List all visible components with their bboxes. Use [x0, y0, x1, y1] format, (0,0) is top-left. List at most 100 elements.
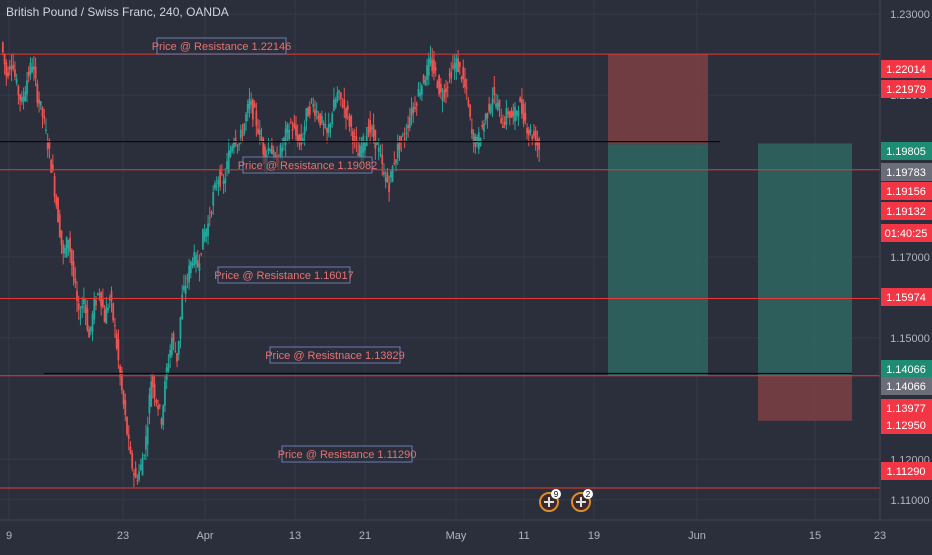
candle-body — [227, 151, 230, 173]
candle-body — [208, 217, 211, 219]
x-tick-label: 23 — [117, 530, 129, 542]
resistance-label-box[interactable] — [269, 346, 401, 364]
candle-body — [281, 147, 284, 152]
candle-body — [150, 381, 153, 407]
candle-body — [364, 142, 366, 151]
horizontal-lines[interactable] — [0, 53, 880, 489]
candle-body — [19, 94, 22, 101]
resistance-labels[interactable]: Price @ Resistance 1.22146 Price @ Resist… — [152, 37, 417, 463]
candle-body — [114, 324, 116, 327]
candle-body — [308, 106, 311, 115]
candle-body — [491, 98, 494, 106]
candle-body — [105, 307, 108, 324]
candle-body — [139, 464, 142, 471]
event-count-badge — [551, 489, 561, 499]
candle-body — [341, 106, 344, 108]
candle-body — [162, 405, 165, 426]
candle-body — [507, 111, 509, 115]
price-tag-text: 1.12950 — [886, 420, 926, 432]
candle-body — [319, 113, 322, 126]
candle-body — [286, 124, 289, 133]
candle-body — [119, 365, 122, 377]
candle-body — [520, 99, 523, 114]
candle-body — [402, 134, 404, 136]
x-tick-label: 11 — [518, 530, 529, 542]
price-tag — [881, 416, 932, 434]
candle-body — [41, 107, 44, 117]
candle-body — [288, 129, 291, 140]
candle-body — [215, 186, 218, 188]
position-short-loss-zone[interactable] — [608, 54, 708, 145]
candle-body — [176, 353, 178, 362]
candle-body — [153, 383, 156, 398]
time-axis[interactable]: 9 23 Apr 13 21 May 11 19 Jun 15 23 — [6, 530, 886, 542]
candle-body — [412, 106, 415, 113]
price-tag — [881, 202, 932, 220]
candle-body — [300, 134, 303, 146]
candle-body — [302, 138, 304, 142]
candle-body — [303, 126, 306, 135]
price-tag — [881, 288, 932, 306]
candle-body — [77, 303, 80, 310]
candle-body — [236, 145, 239, 147]
resistance-label-box[interactable] — [156, 37, 287, 55]
candle-body — [405, 133, 408, 135]
candle-body — [33, 66, 35, 70]
candle-body — [515, 111, 518, 116]
candle-body — [527, 129, 530, 136]
candle-body — [481, 125, 484, 128]
candle-body — [370, 127, 373, 130]
candle-body — [186, 277, 189, 279]
candle-body — [15, 79, 18, 83]
candle-body — [145, 436, 147, 450]
candle-body — [64, 247, 66, 254]
candle-body — [196, 260, 199, 267]
candle-body — [419, 92, 422, 97]
candle-body — [372, 124, 375, 137]
candle-body — [251, 99, 254, 120]
candle-body — [350, 115, 353, 128]
candle-body — [70, 249, 73, 265]
candle-body — [374, 129, 377, 149]
candle-body — [127, 434, 130, 439]
candle-body — [329, 123, 332, 128]
candle-body — [134, 467, 137, 478]
position-zones[interactable] — [608, 54, 852, 421]
candle-body — [355, 136, 358, 143]
price-tag-text: 1.13977 — [886, 403, 926, 415]
candle-body — [219, 168, 222, 187]
price-tag-text: 1.14066 — [886, 364, 926, 376]
candle-body — [20, 96, 23, 103]
candle-body — [338, 90, 341, 93]
candles — [1, 41, 541, 488]
candle-body — [298, 134, 301, 141]
candle-body — [226, 161, 228, 170]
candle-body — [141, 458, 144, 476]
candle-body — [443, 89, 446, 98]
candle-body — [458, 61, 461, 68]
candle-body — [69, 237, 72, 253]
candle-body — [400, 135, 403, 142]
candle-body — [195, 255, 197, 264]
position-long-profit-zone[interactable] — [758, 143, 852, 376]
candle-body — [450, 71, 453, 79]
resistance-label-box[interactable] — [281, 445, 413, 463]
candle-body — [315, 110, 318, 113]
position-long-loss-zone[interactable] — [758, 375, 852, 421]
candle-body — [274, 154, 277, 158]
candle-body — [22, 96, 25, 102]
position-short-profit-zone[interactable] — [608, 144, 708, 376]
candle-body — [117, 339, 120, 361]
x-tick-label: 23 — [874, 530, 886, 542]
candle-body — [36, 83, 39, 103]
candle-body — [414, 107, 416, 110]
candle-body — [231, 146, 234, 152]
candle-body — [326, 128, 328, 133]
candle-body — [386, 172, 389, 182]
candle-body — [246, 103, 249, 114]
resistance-label-box[interactable] — [217, 266, 351, 284]
resistance-label-box[interactable] — [242, 156, 373, 174]
candle-body — [343, 99, 346, 108]
